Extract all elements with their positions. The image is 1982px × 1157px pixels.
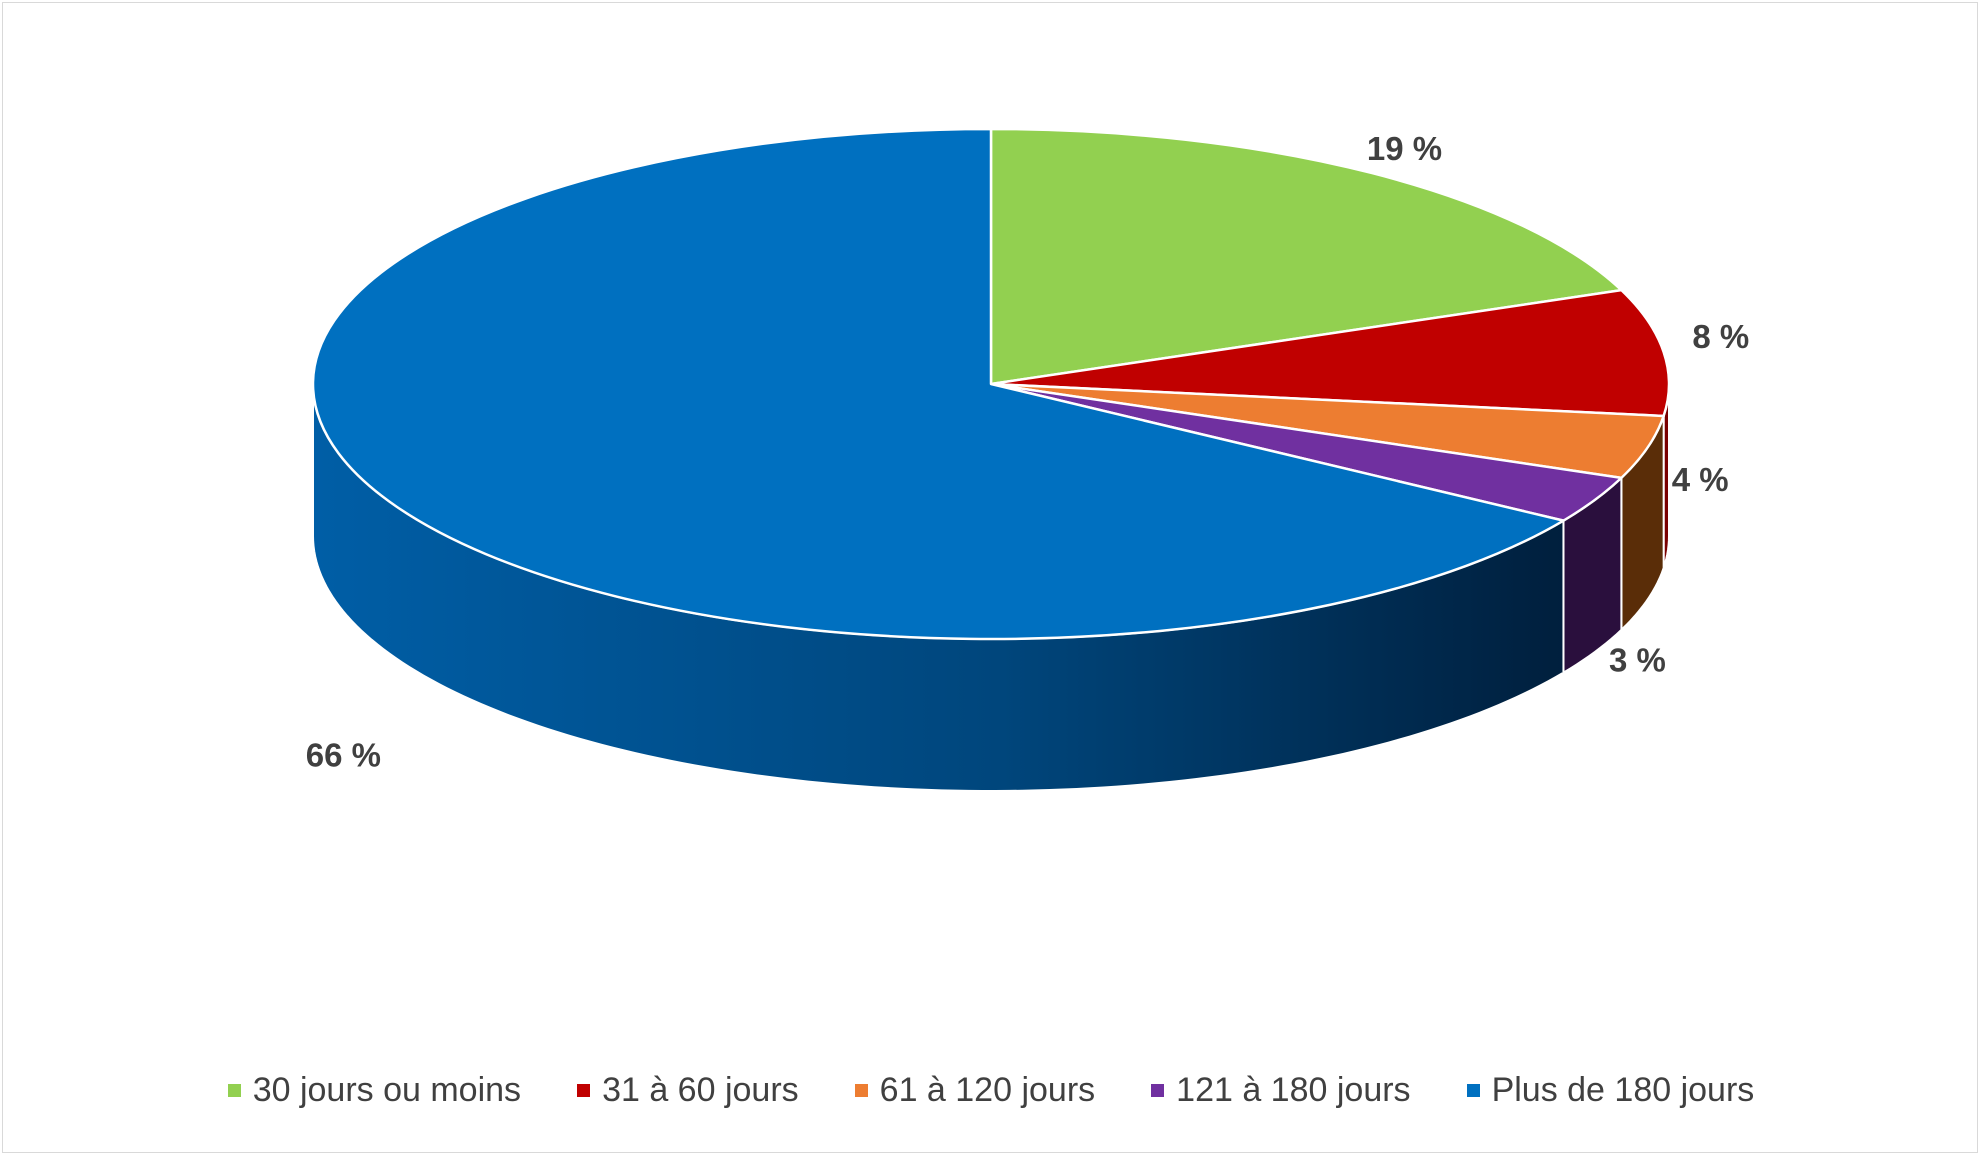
data-label-121-a-180-jours: 3 % <box>1609 642 1666 679</box>
legend-item-61-a-120-jours[interactable]: 61 à 120 jours <box>854 1070 1096 1110</box>
pie-slice-plus-de-180-jours[interactable] <box>311 127 1565 641</box>
legend-item-30-jours-ou-moins[interactable]: 30 jours ou moins <box>227 1070 522 1110</box>
legend-item-121-a-180-jours[interactable]: 121 à 180 jours <box>1151 1070 1411 1110</box>
legend-item-31-a-60-jours[interactable]: 31 à 60 jours <box>577 1071 799 1110</box>
legend-label: 121 à 180 jours <box>1176 1070 1411 1109</box>
legend-label: 30 jours ou moins <box>252 1070 522 1109</box>
data-label-30-jours-ou-moins: 19 % <box>1367 130 1442 167</box>
legend: 30 jours ou moins 31 à 60 jours 61 à 120 j… <box>0 1066 1982 1114</box>
legend-item-plus-de-180-jours[interactable]: Plus de 180 jours <box>1466 1070 1755 1110</box>
legend-swatch <box>227 1083 241 1097</box>
pie-sides <box>312 383 1670 792</box>
legend-swatch <box>1466 1083 1480 1097</box>
data-label-31-a-60-jours: 8 % <box>1692 318 1749 355</box>
legend-label: 31 à 60 jours <box>602 1070 799 1109</box>
pie-slice-31-a-60-jours[interactable] <box>989 288 1671 418</box>
legend-swatch <box>577 1083 591 1097</box>
data-label-61-a-120-jours: 4 % <box>1672 461 1729 498</box>
legend-label: 61 à 120 jours <box>879 1070 1096 1109</box>
pie-labels: 19 % 8 % 4 % 3 % 66 % <box>306 130 1749 774</box>
pie-tops <box>311 127 1671 641</box>
pie-slice-30-jours-ou-moins[interactable] <box>989 127 1623 386</box>
legend-swatch <box>854 1083 868 1097</box>
legend-swatch <box>1151 1083 1165 1097</box>
legend-label: Plus de 180 jours <box>1491 1070 1755 1109</box>
data-label-plus-de-180-jours: 66 % <box>306 737 381 774</box>
